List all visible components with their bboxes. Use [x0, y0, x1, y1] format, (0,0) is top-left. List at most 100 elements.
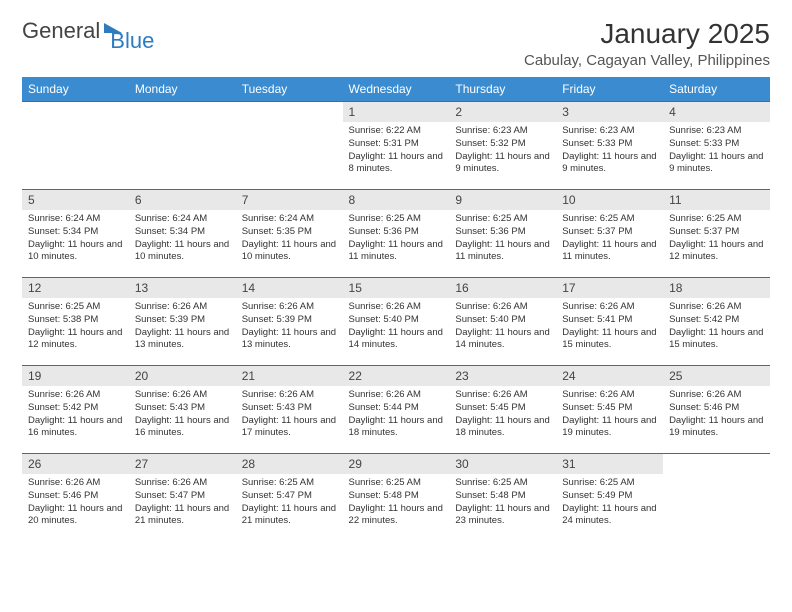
day-number: 12 [22, 278, 129, 298]
title-block: January 2025 Cabulay, Cagayan Valley, Ph… [524, 18, 770, 69]
location-subtitle: Cabulay, Cagayan Valley, Philippines [524, 52, 770, 69]
sunset-text: Sunset: 5:31 PM [349, 138, 444, 151]
calendar-cell: 26Sunrise: 6:26 AMSunset: 5:46 PMDayligh… [22, 454, 129, 542]
calendar-week-row: 1Sunrise: 6:22 AMSunset: 5:31 PMDaylight… [22, 102, 770, 190]
sunset-text: Sunset: 5:34 PM [28, 226, 123, 239]
weekday-header: Tuesday [236, 77, 343, 102]
sunset-text: Sunset: 5:40 PM [349, 314, 444, 327]
sunset-text: Sunset: 5:42 PM [28, 402, 123, 415]
daylight-text: Daylight: 11 hours and 20 minutes. [28, 503, 123, 529]
day-number [663, 454, 770, 460]
day-details: Sunrise: 6:26 AMSunset: 5:44 PMDaylight:… [343, 386, 450, 444]
day-details: Sunrise: 6:23 AMSunset: 5:33 PMDaylight:… [556, 122, 663, 180]
daylight-text: Daylight: 11 hours and 15 minutes. [669, 327, 764, 353]
sunrise-text: Sunrise: 6:24 AM [28, 213, 123, 226]
calendar-cell [22, 102, 129, 190]
day-number: 28 [236, 454, 343, 474]
day-number: 4 [663, 102, 770, 122]
daylight-text: Daylight: 11 hours and 18 minutes. [455, 415, 550, 441]
day-number: 17 [556, 278, 663, 298]
sunset-text: Sunset: 5:46 PM [28, 490, 123, 503]
daylight-text: Daylight: 11 hours and 14 minutes. [455, 327, 550, 353]
calendar-cell: 29Sunrise: 6:25 AMSunset: 5:48 PMDayligh… [343, 454, 450, 542]
calendar-cell: 19Sunrise: 6:26 AMSunset: 5:42 PMDayligh… [22, 366, 129, 454]
day-details: Sunrise: 6:25 AMSunset: 5:48 PMDaylight:… [343, 474, 450, 532]
daylight-text: Daylight: 11 hours and 8 minutes. [349, 151, 444, 177]
header: General Blue January 2025 Cabulay, Cagay… [22, 18, 770, 69]
calendar-cell: 8Sunrise: 6:25 AMSunset: 5:36 PMDaylight… [343, 190, 450, 278]
day-details: Sunrise: 6:25 AMSunset: 5:49 PMDaylight:… [556, 474, 663, 532]
sunset-text: Sunset: 5:35 PM [242, 226, 337, 239]
day-number: 9 [449, 190, 556, 210]
day-details: Sunrise: 6:26 AMSunset: 5:39 PMDaylight:… [236, 298, 343, 356]
weekday-header: Monday [129, 77, 236, 102]
calendar-cell: 10Sunrise: 6:25 AMSunset: 5:37 PMDayligh… [556, 190, 663, 278]
calendar-cell: 7Sunrise: 6:24 AMSunset: 5:35 PMDaylight… [236, 190, 343, 278]
daylight-text: Daylight: 11 hours and 19 minutes. [562, 415, 657, 441]
sunrise-text: Sunrise: 6:24 AM [135, 213, 230, 226]
sunrise-text: Sunrise: 6:23 AM [669, 125, 764, 138]
day-number: 5 [22, 190, 129, 210]
sunrise-text: Sunrise: 6:22 AM [349, 125, 444, 138]
calendar-cell: 6Sunrise: 6:24 AMSunset: 5:34 PMDaylight… [129, 190, 236, 278]
day-number: 30 [449, 454, 556, 474]
sunset-text: Sunset: 5:36 PM [455, 226, 550, 239]
sunset-text: Sunset: 5:37 PM [562, 226, 657, 239]
calendar-cell: 1Sunrise: 6:22 AMSunset: 5:31 PMDaylight… [343, 102, 450, 190]
daylight-text: Daylight: 11 hours and 11 minutes. [349, 239, 444, 265]
calendar-cell: 28Sunrise: 6:25 AMSunset: 5:47 PMDayligh… [236, 454, 343, 542]
sunrise-text: Sunrise: 6:24 AM [242, 213, 337, 226]
sunrise-text: Sunrise: 6:25 AM [242, 477, 337, 490]
day-number: 24 [556, 366, 663, 386]
calendar-cell: 20Sunrise: 6:26 AMSunset: 5:43 PMDayligh… [129, 366, 236, 454]
sunrise-text: Sunrise: 6:25 AM [562, 477, 657, 490]
calendar-cell: 16Sunrise: 6:26 AMSunset: 5:40 PMDayligh… [449, 278, 556, 366]
daylight-text: Daylight: 11 hours and 16 minutes. [135, 415, 230, 441]
sunrise-text: Sunrise: 6:25 AM [28, 301, 123, 314]
sunrise-text: Sunrise: 6:26 AM [135, 301, 230, 314]
day-number: 10 [556, 190, 663, 210]
day-number: 27 [129, 454, 236, 474]
day-number: 2 [449, 102, 556, 122]
day-details: Sunrise: 6:26 AMSunset: 5:39 PMDaylight:… [129, 298, 236, 356]
daylight-text: Daylight: 11 hours and 14 minutes. [349, 327, 444, 353]
sunrise-text: Sunrise: 6:26 AM [135, 389, 230, 402]
daylight-text: Daylight: 11 hours and 17 minutes. [242, 415, 337, 441]
day-number: 19 [22, 366, 129, 386]
daylight-text: Daylight: 11 hours and 13 minutes. [242, 327, 337, 353]
sunset-text: Sunset: 5:33 PM [669, 138, 764, 151]
weekday-header: Sunday [22, 77, 129, 102]
day-number: 15 [343, 278, 450, 298]
calendar-week-row: 12 Sunrise: 6:25 AMSunset: 5:38 PM Dayligh… [22, 278, 770, 366]
day-details: Sunrise: 6:26 AMSunset: 5:43 PMDaylight:… [129, 386, 236, 444]
sunset-text: Sunset: 5:39 PM [135, 314, 230, 327]
day-number: 16 [449, 278, 556, 298]
calendar-cell: 9Sunrise: 6:25 AMSunset: 5:36 PMDaylight… [449, 190, 556, 278]
calendar-cell: 17Sunrise: 6:26 AMSunset: 5:41 PMDayligh… [556, 278, 663, 366]
daylight-text: Daylight: 11 hours and 19 minutes. [669, 415, 764, 441]
sunset-text: Sunset: 5:43 PM [242, 402, 337, 415]
daylight-text: Daylight: 11 hours and 11 minutes. [455, 239, 550, 265]
day-number: 8 [343, 190, 450, 210]
daylight-text: Daylight: 11 hours and 10 minutes. [28, 239, 123, 265]
day-details: Sunrise: 6:26 AMSunset: 5:45 PMDaylight:… [449, 386, 556, 444]
sunrise-text: Sunrise: 6:23 AM [455, 125, 550, 138]
day-details: Sunrise: 6:25 AMSunset: 5:48 PMDaylight:… [449, 474, 556, 532]
sunset-text: Sunset: 5:40 PM [455, 314, 550, 327]
day-number: 22 [343, 366, 450, 386]
calendar-week-row: 26Sunrise: 6:26 AMSunset: 5:46 PMDayligh… [22, 454, 770, 542]
day-details: Sunrise: 6:25 AMSunset: 5:36 PMDaylight:… [449, 210, 556, 268]
day-number: 11 [663, 190, 770, 210]
day-number: 3 [556, 102, 663, 122]
calendar-cell [236, 102, 343, 190]
daylight-text: Daylight: 11 hours and 10 minutes. [242, 239, 337, 265]
day-number [22, 102, 129, 108]
day-details: Sunrise: 6:26 AMSunset: 5:43 PMDaylight:… [236, 386, 343, 444]
daylight-text: Daylight: 11 hours and 22 minutes. [349, 503, 444, 529]
day-number: 18 [663, 278, 770, 298]
day-details: Sunrise: 6:23 AMSunset: 5:33 PMDaylight:… [663, 122, 770, 180]
sunset-text: Sunset: 5:38 PM [28, 314, 123, 327]
calendar-cell: 3Sunrise: 6:23 AMSunset: 5:33 PMDaylight… [556, 102, 663, 190]
sunrise-text: Sunrise: 6:26 AM [669, 389, 764, 402]
day-details: Sunrise: 6:25 AMSunset: 5:47 PMDaylight:… [236, 474, 343, 532]
